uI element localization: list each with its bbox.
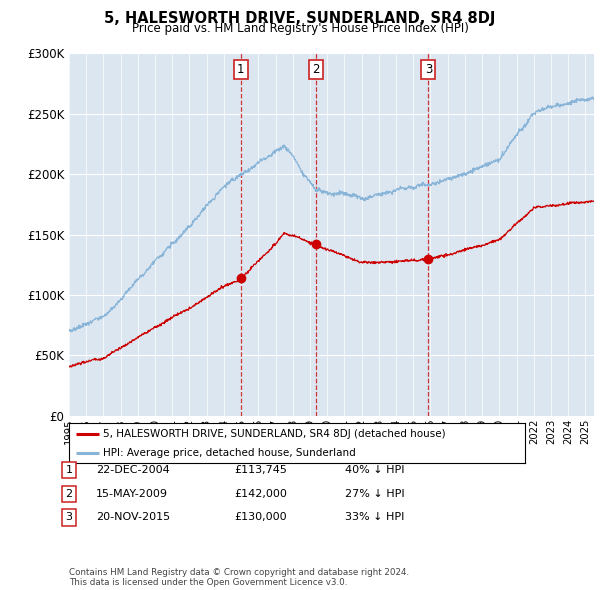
- Text: 33% ↓ HPI: 33% ↓ HPI: [345, 513, 404, 522]
- Text: 27% ↓ HPI: 27% ↓ HPI: [345, 489, 404, 499]
- Text: 3: 3: [425, 63, 432, 76]
- Text: 5, HALESWORTH DRIVE, SUNDERLAND, SR4 8DJ: 5, HALESWORTH DRIVE, SUNDERLAND, SR4 8DJ: [104, 11, 496, 25]
- Text: 15-MAY-2009: 15-MAY-2009: [96, 489, 168, 499]
- Text: 3: 3: [65, 513, 73, 522]
- Text: 5, HALESWORTH DRIVE, SUNDERLAND, SR4 8DJ (detached house): 5, HALESWORTH DRIVE, SUNDERLAND, SR4 8DJ…: [103, 429, 446, 439]
- Text: £142,000: £142,000: [234, 489, 287, 499]
- Text: 22-DEC-2004: 22-DEC-2004: [96, 466, 170, 475]
- Text: 20-NOV-2015: 20-NOV-2015: [96, 513, 170, 522]
- Text: Price paid vs. HM Land Registry's House Price Index (HPI): Price paid vs. HM Land Registry's House …: [131, 22, 469, 35]
- Text: 2: 2: [65, 489, 73, 499]
- Text: Contains HM Land Registry data © Crown copyright and database right 2024.
This d: Contains HM Land Registry data © Crown c…: [69, 568, 409, 587]
- Text: £130,000: £130,000: [234, 513, 287, 522]
- Text: HPI: Average price, detached house, Sunderland: HPI: Average price, detached house, Sund…: [103, 448, 356, 458]
- Text: £113,745: £113,745: [234, 466, 287, 475]
- Text: 2: 2: [313, 63, 320, 76]
- Text: 1: 1: [65, 466, 73, 475]
- Text: 40% ↓ HPI: 40% ↓ HPI: [345, 466, 404, 475]
- Text: 1: 1: [237, 63, 244, 76]
